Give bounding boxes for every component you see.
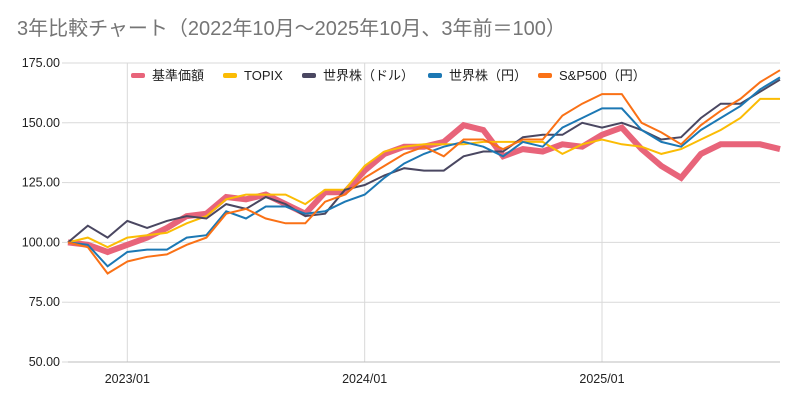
series-line-2 xyxy=(67,78,781,244)
chart-title: 3年比較チャート（2022年10月〜2025年10月、3年前＝100） xyxy=(17,18,566,40)
legend-swatch xyxy=(428,73,442,78)
y-tick-label: 175.00 xyxy=(22,56,60,70)
legend-label: 世界株（ドル） xyxy=(323,68,414,83)
legend-swatch xyxy=(223,73,237,78)
x-tick-label: 2025/01 xyxy=(579,372,624,386)
y-tick-label: 75.00 xyxy=(29,295,60,309)
legend-label: 世界株（円） xyxy=(449,68,527,83)
y-tick-label: 50.00 xyxy=(29,355,60,369)
x-tick-label: 2024/01 xyxy=(342,372,387,386)
y-tick-label: 100.00 xyxy=(22,235,60,249)
legend-label: 基準価額 xyxy=(152,68,204,83)
legend-swatch xyxy=(131,73,145,78)
legend-label: TOPIX xyxy=(244,68,283,83)
y-tick-label: 125.00 xyxy=(22,176,60,190)
y-tick-label: 150.00 xyxy=(22,116,60,130)
series-line-1 xyxy=(67,97,780,249)
x-tick-label: 2023/01 xyxy=(105,372,150,386)
series-line-4 xyxy=(67,69,781,275)
legend-label: S&P500（円） xyxy=(559,68,646,83)
legend-swatch xyxy=(302,73,316,78)
legend-swatch xyxy=(538,73,552,78)
series-line-3 xyxy=(67,76,781,268)
